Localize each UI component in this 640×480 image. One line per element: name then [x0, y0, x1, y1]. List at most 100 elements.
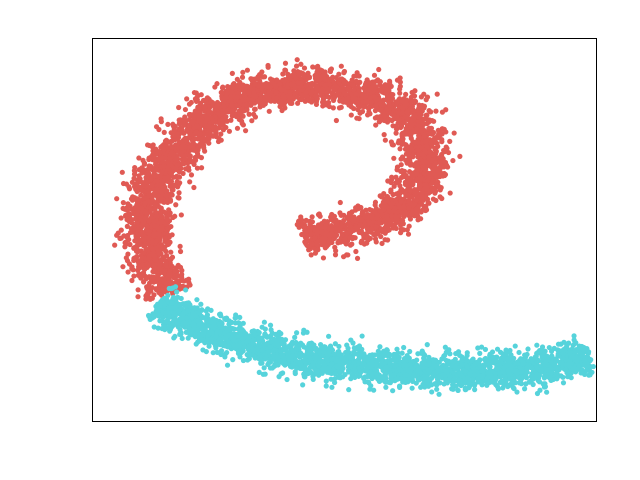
scatter-point-series-0	[309, 89, 315, 95]
scatter-point-series-0	[422, 147, 428, 154]
scatter-point-series-0	[385, 237, 391, 243]
scatter-point-series-0	[187, 179, 193, 185]
scatter-point-series-0	[150, 246, 156, 252]
scatter-point-series-0	[435, 143, 441, 150]
scatter-point-series-0	[302, 98, 308, 104]
scatter-point-series-0	[267, 76, 274, 82]
scatter-point-series-0	[186, 276, 192, 282]
scatter-point-series-0	[291, 68, 297, 74]
scatter-point-series-0	[129, 266, 135, 272]
scatter-point-series-0	[394, 164, 401, 170]
scatter-point-series-0	[176, 104, 182, 111]
scatter-point-series-0	[406, 205, 412, 211]
scatter-point-series-0	[204, 95, 211, 101]
scatter-point-series-0	[357, 222, 363, 228]
scatter-point-series-0	[235, 94, 241, 100]
scatter-point-series-0	[324, 89, 330, 96]
scatter-point-series-0	[187, 130, 193, 136]
scatter-point-series-0	[138, 275, 144, 281]
scatter-point-series-0	[365, 87, 372, 93]
scatter-point-series-0	[169, 192, 175, 198]
scatter-point-series-0	[191, 184, 197, 191]
scatter-point-series-0	[112, 242, 118, 248]
scatter-point-series-0	[314, 85, 321, 92]
scatter-point-series-0	[167, 197, 174, 203]
scatter-point-series-0	[158, 198, 164, 204]
scatter-point-series-0	[354, 255, 361, 261]
scatter-point-series-0	[287, 89, 293, 95]
scatter-point-series-1	[346, 387, 352, 393]
scatter-point-series-1	[284, 376, 290, 383]
scatter-point-series-0	[158, 205, 164, 211]
scatter-point-series-0	[407, 187, 413, 194]
scatter-point-series-0	[399, 210, 406, 216]
scatter-point-series-0	[330, 97, 337, 103]
scatter-point-series-0	[451, 130, 457, 136]
scatter-point-series-0	[391, 155, 397, 161]
scatter-point-series-0	[402, 181, 409, 187]
scatter-point-series-0	[154, 231, 160, 237]
scatter-point-series-1	[534, 342, 540, 348]
scatter-point-series-0	[396, 193, 402, 199]
scatter-point-series-0	[150, 173, 156, 179]
scatter-point-series-0	[273, 89, 279, 96]
scatter-point-series-0	[202, 148, 208, 154]
scatter-point-series-0	[115, 230, 121, 236]
scatter-point-series-0	[409, 98, 415, 104]
scatter-point-series-0	[132, 216, 139, 222]
scatter-point-series-0	[141, 250, 147, 256]
scatter-point-series-0	[281, 77, 287, 84]
scatter-point-series-0	[356, 214, 362, 221]
scatter-point-series-0	[169, 232, 175, 238]
scatter-point-series-0	[338, 223, 345, 229]
scatter-point-series-1	[417, 376, 423, 382]
scatter-point-series-0	[397, 146, 403, 152]
scatter-point-series-0	[320, 255, 327, 261]
scatter-point-series-0	[129, 277, 135, 284]
scatter-point-series-0	[312, 227, 318, 233]
scatter-point-series-0	[393, 126, 400, 132]
scatter-point-series-0	[397, 75, 403, 81]
scatter-point-series-0	[173, 202, 179, 208]
scatter-point-series-0	[303, 89, 309, 96]
scatter-point-series-0	[381, 117, 388, 124]
scatter-point-series-0	[261, 74, 268, 80]
scatter-point-series-0	[367, 206, 373, 213]
scatter-point-series-0	[193, 148, 199, 154]
scatter-point-series-0	[364, 240, 370, 246]
scatter-point-series-0	[369, 213, 375, 220]
scatter-point-series-0	[434, 133, 441, 139]
scatter-point-series-0	[118, 215, 124, 221]
scatter-point-series-0	[242, 128, 249, 134]
scatter-point-series-0	[291, 82, 297, 89]
scatter-point-series-0	[214, 81, 220, 87]
scatter-point-series-0	[124, 223, 130, 229]
scatter-point-series-0	[139, 206, 145, 212]
scatter-point-series-0	[114, 196, 120, 202]
scatter-point-series-0	[333, 117, 339, 124]
scatter-point-series-0	[198, 165, 205, 171]
scatter-point-series-0	[390, 91, 396, 98]
scatter-point-series-0	[294, 57, 300, 63]
scatter-point-series-0	[356, 73, 362, 79]
scatter-point-series-1	[224, 362, 231, 368]
scatter-point-series-0	[348, 112, 354, 118]
scatter-point-series-0	[332, 244, 338, 250]
scatter-point-series-0	[234, 76, 240, 82]
scatter-point-series-0	[133, 186, 139, 192]
scatter-point-series-0	[221, 103, 227, 109]
scatter-point-series-0	[246, 111, 252, 117]
scatter-point-series-0	[239, 74, 246, 80]
scatter-point-series-0	[377, 79, 383, 85]
scatter-point-series-0	[349, 209, 355, 215]
scatter-point-series-0	[378, 233, 384, 240]
scatter-point-series-0	[119, 169, 125, 175]
scatter-point-series-0	[381, 132, 387, 138]
scatter-point-series-0	[123, 181, 130, 187]
scatter-point-series-0	[400, 221, 406, 227]
scatter-point-series-0	[282, 105, 288, 111]
scatter-point-series-0	[278, 86, 284, 92]
scatter-point-series-0	[450, 157, 456, 164]
scatter-point-series-0	[264, 92, 270, 98]
